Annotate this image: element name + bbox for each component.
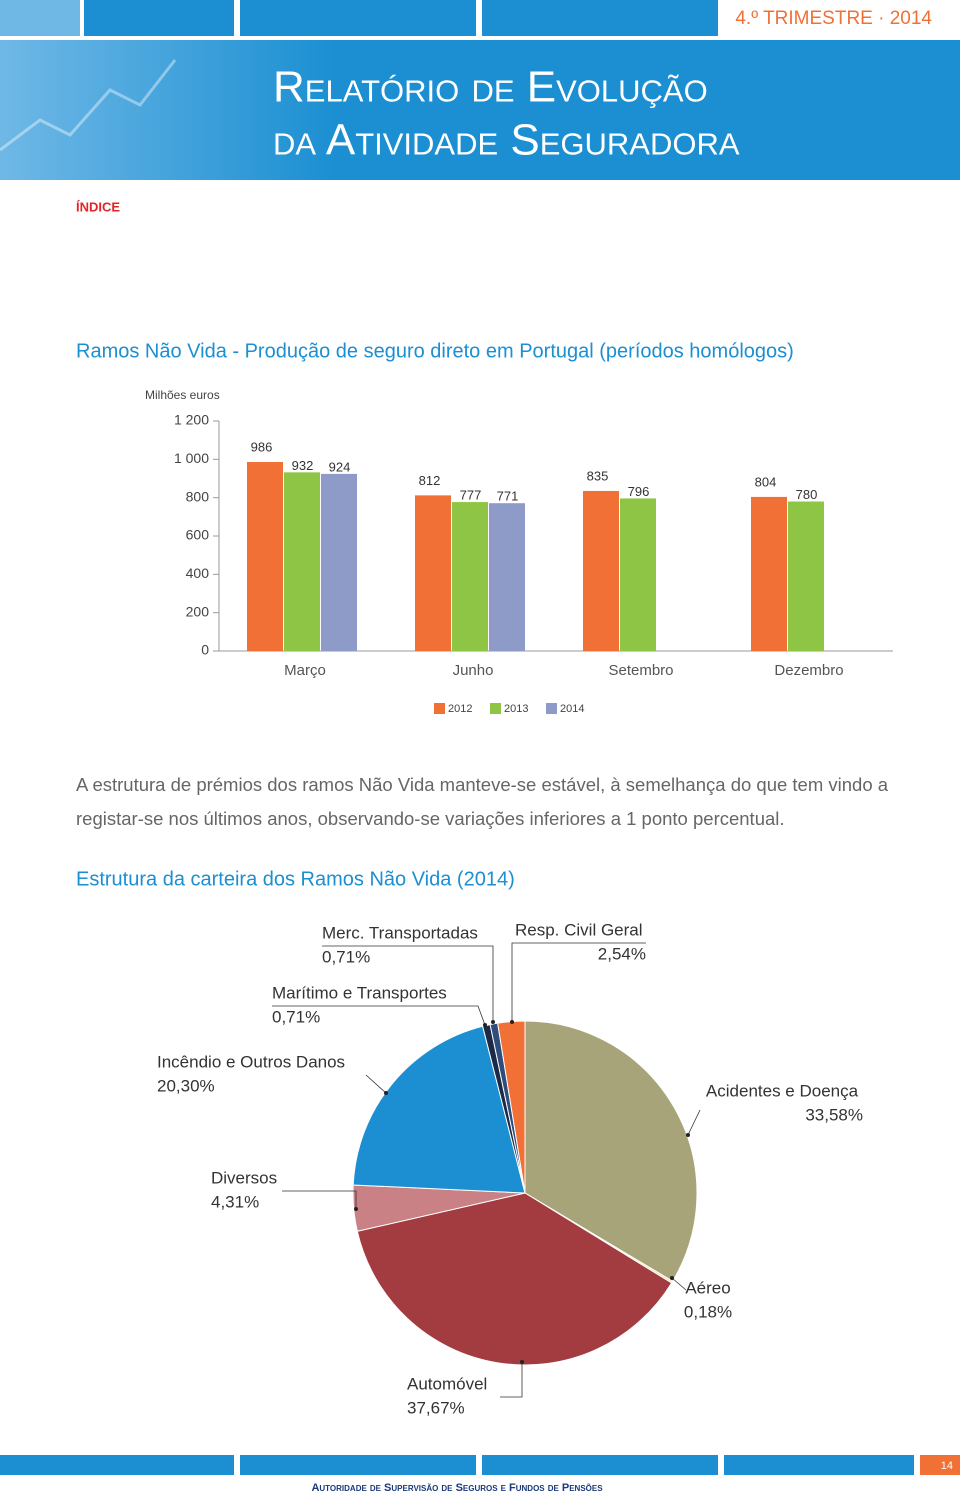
value-label: 812 [419,473,441,488]
y-tick-label: 1 200 [174,412,209,428]
leader-dot [354,1207,358,1211]
value-label: 932 [292,458,314,473]
index-link[interactable]: ÍNDICE [76,199,120,214]
leader-line [687,1109,701,1136]
y-tick-label: 800 [186,488,210,504]
y-axis-label: Milhões euros [145,388,220,402]
header-band [0,40,960,180]
leader-dot [491,1020,495,1024]
leader-line [511,942,646,1022]
legend-label: 2013 [504,703,528,715]
slice-value-label: 0,18% [684,1302,732,1321]
slice-label: Aéreo [685,1278,730,1297]
value-label: 804 [755,474,777,489]
slice-label: Incêndio e Outros Danos [157,1052,345,1071]
bar [452,502,488,651]
bar [751,496,787,651]
x-tick-label: Junho [453,662,494,679]
leader-dot [384,1091,388,1095]
legend-label: 2012 [448,703,472,715]
pie-slice [352,1025,526,1194]
value-label: 780 [796,487,818,502]
slice-value-label: 0,71% [322,947,370,966]
bar [415,495,451,651]
slice-label: Automóvel [407,1374,487,1393]
bar [788,501,824,651]
bar-chart: Ramos Não Vida - Produção de seguro dire… [76,340,893,715]
footer-authority: Autoridade de Supervisão de Seguros e Fu… [311,1482,603,1494]
leader-dot [520,1360,524,1364]
header-decoration [0,59,177,152]
slice-label: Acidentes e Doença [706,1081,859,1100]
leader-dot [670,1276,674,1280]
title-line: Relatório de Evolução [273,63,708,112]
bar [489,503,525,651]
y-tick-label: 0 [201,642,209,658]
x-tick-label: Setembro [608,662,673,679]
y-tick-label: 400 [186,565,210,581]
slice-label: Resp. Civil Geral [515,920,643,939]
title-line: da Atividade Seguradora [273,116,740,165]
legend-label: 2014 [560,703,584,715]
slice-value-label: 2,54% [598,944,646,963]
x-tick-label: Março [284,662,326,679]
value-label: 924 [329,459,351,474]
slice-value-label: 33,58% [805,1105,863,1124]
slice-value-label: 4,31% [211,1192,259,1211]
slice-value-label: 0,71% [272,1007,320,1026]
leader-line [322,945,494,1022]
chart-title: Ramos Não Vida - Produção de seguro dire… [76,340,794,362]
leader-dot [686,1133,690,1137]
y-tick-label: 200 [186,603,210,619]
value-label: 777 [460,488,482,503]
value-label: 796 [628,484,650,499]
y-tick-label: 1 000 [174,450,209,466]
slice-value-label: 20,30% [157,1076,215,1095]
value-label: 835 [587,468,609,483]
slice-label: Marítimo e Transportes [272,983,447,1002]
page-number: 14 [941,1460,953,1472]
header-squares [0,0,718,36]
slice-label: Merc. Transportadas [322,923,478,942]
leader-dot [510,1020,514,1024]
bar [284,472,320,651]
chart-title: Estrutura da carteira dos Ramos Não Vida… [76,868,515,890]
leader-line [500,1362,523,1398]
leader-line [671,1277,687,1291]
legend-swatch [490,703,501,714]
legend-swatch [434,703,445,714]
leader-line [282,1190,357,1209]
legend-swatch [546,703,557,714]
leader-line [272,1005,486,1026]
y-tick-label: 600 [186,527,210,543]
pie-chart: Estrutura da carteira dos Ramos Não Vida… [76,868,863,1417]
slice-label: Diversos [211,1168,277,1187]
value-label: 986 [251,439,273,454]
x-tick-label: Dezembro [774,662,843,679]
leader-dot [483,1023,487,1027]
slice-value-label: 37,67% [407,1398,465,1417]
paragraph: A estrutura de prémios dos ramos Não Vid… [76,774,889,829]
pie-slice [356,1192,673,1366]
period-box [724,0,960,38]
leader-line [365,1074,387,1094]
footer-squares [0,1455,960,1475]
bar [583,490,619,651]
value-label: 771 [497,489,519,504]
period: 4.º TRIMESTRE · 2014 [735,8,932,29]
bar [321,473,357,651]
bar [247,462,283,651]
pie-slice [524,1020,698,1282]
bar [620,498,656,651]
